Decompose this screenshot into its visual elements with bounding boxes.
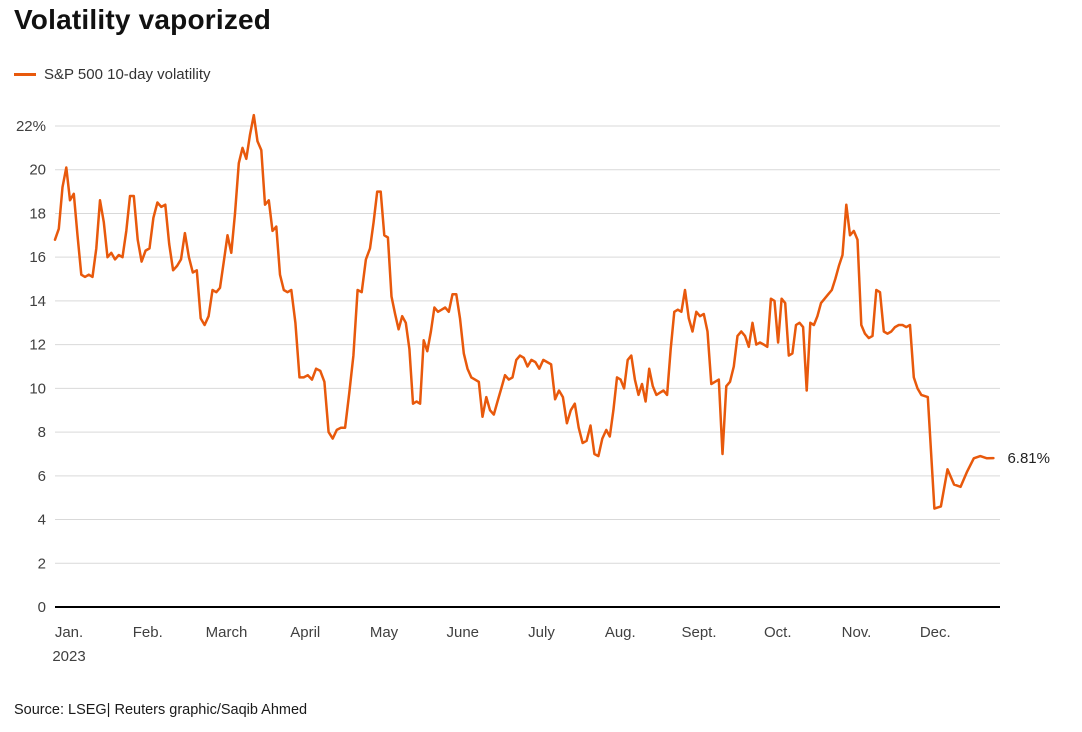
y-tick-label: 12 xyxy=(29,337,46,354)
x-tick-label: Sept. xyxy=(681,624,716,641)
x-tick-label: March xyxy=(206,624,248,641)
x-tick-label: June xyxy=(446,624,479,641)
x-tick-label: Feb. xyxy=(133,624,163,641)
source-credit: Source: LSEG| Reuters graphic/Saqib Ahme… xyxy=(14,702,308,718)
x-tick-label: Nov. xyxy=(842,624,872,641)
chart-title: Volatility vaporized xyxy=(14,4,272,35)
y-tick-label: 0 xyxy=(38,599,46,616)
y-tick-label: 16 xyxy=(29,249,46,266)
x-tick-label: Oct. xyxy=(764,624,792,641)
y-tick-label: 2 xyxy=(38,555,46,572)
x-tick-label: Dec. xyxy=(920,624,951,641)
x-tick-label: Jan. xyxy=(55,624,83,641)
legend-label: S&P 500 10-day volatility xyxy=(44,66,211,83)
x-tick-label: May xyxy=(370,624,399,641)
x-tick-label: Aug. xyxy=(605,624,636,641)
y-tick-label: 8 xyxy=(38,424,46,441)
y-tick-label: 22% xyxy=(16,118,46,135)
x-tick-label: July xyxy=(528,624,555,641)
volatility-line-chart: 0 2 4 6 8 10 12 14 16 18 20 22% Jan. Feb. March April Ma… xyxy=(16,113,1050,665)
y-tick-label: 20 xyxy=(29,162,46,179)
legend: S&P 500 10-day volatility xyxy=(14,66,211,83)
volatility-series-line xyxy=(53,113,995,510)
last-value-label: 6.81% xyxy=(1007,450,1050,467)
y-tick-label: 18 xyxy=(29,205,46,222)
y-tick-label: 14 xyxy=(29,293,46,310)
x-tick-label: April xyxy=(290,624,320,641)
legend-line-swatch xyxy=(14,73,36,76)
x-axis-year-label: 2023 xyxy=(52,648,85,665)
y-tick-label: 10 xyxy=(29,380,46,397)
y-tick-label: 4 xyxy=(38,512,46,529)
y-tick-label: 6 xyxy=(38,468,46,485)
